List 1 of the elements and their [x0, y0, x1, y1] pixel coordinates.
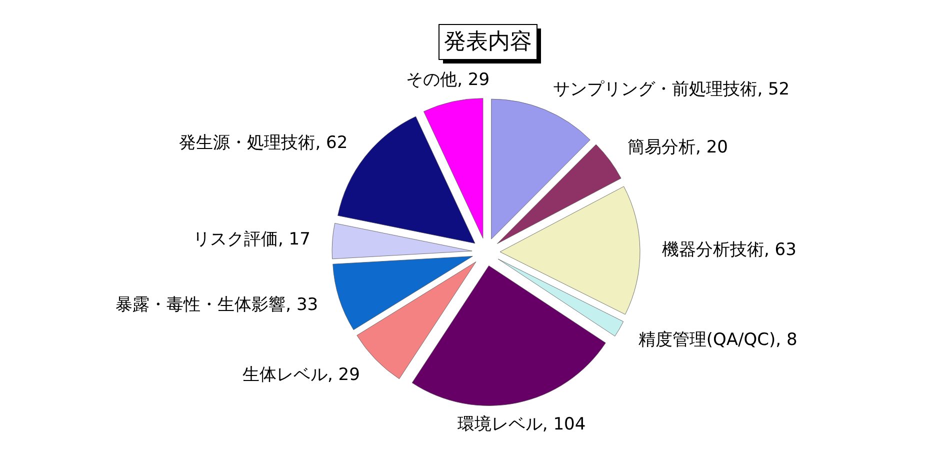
- chart-title: 発表内容: [444, 30, 532, 54]
